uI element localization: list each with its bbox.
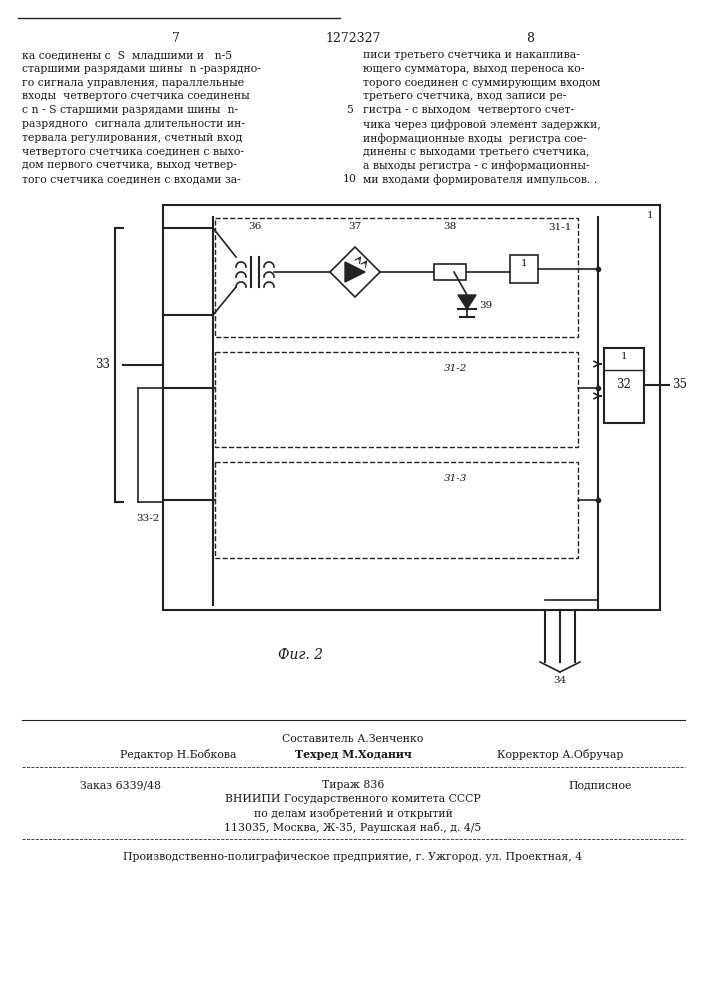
Text: информационные входы  регистра сое-: информационные входы регистра сое- [363, 133, 587, 144]
Text: третьего счетчика, вход записи ре-: третьего счетчика, вход записи ре- [363, 91, 566, 101]
Text: ка соединены с  S  младшими и   n-5: ка соединены с S младшими и n-5 [22, 50, 232, 60]
Text: Корректор А.Обручар: Корректор А.Обручар [497, 749, 623, 760]
Text: 31-1: 31-1 [549, 223, 572, 232]
Text: 1: 1 [621, 352, 627, 361]
Text: Техред М.Ходанич: Техред М.Ходанич [295, 749, 411, 760]
Text: ми входами формирователя импульсов. .: ми входами формирователя импульсов. . [363, 174, 597, 185]
Text: писи третьего счетчика и накаплива-: писи третьего счетчика и накаплива- [363, 50, 580, 60]
Text: 31-2: 31-2 [444, 364, 468, 373]
Text: Подписное: Подписное [568, 780, 631, 790]
Bar [215, 218, 578, 337]
Text: по делам изобретений и открытий: по делам изобретений и открытий [254, 808, 452, 819]
Text: Составитель А.Зенченко: Составитель А.Зенченко [282, 734, 423, 744]
Text: Редактор Н.Бобкова: Редактор Н.Бобкова [120, 749, 236, 760]
Text: 37: 37 [349, 222, 361, 231]
Bar [215, 352, 578, 447]
Text: 1272327: 1272327 [325, 32, 380, 45]
Text: гистра - с выходом  четвертого счет-: гистра - с выходом четвертого счет- [363, 105, 574, 115]
Bar [215, 462, 578, 558]
Text: 34: 34 [554, 676, 566, 685]
Text: Тираж 836: Тираж 836 [322, 780, 384, 790]
Text: а выходы регистра - с информационны-: а выходы регистра - с информационны- [363, 160, 590, 171]
Text: го сигнала управления, параллельные: го сигнала управления, параллельные [22, 78, 244, 88]
Polygon shape [345, 262, 365, 282]
Text: 1: 1 [647, 211, 653, 220]
Text: чика через цифровой элемент задержки,: чика через цифровой элемент задержки, [363, 119, 601, 130]
Bar [604, 348, 644, 423]
Text: тервала регулирования, счетный вход: тервала регулирования, счетный вход [22, 133, 243, 143]
Text: 39: 39 [479, 300, 492, 310]
Text: 1: 1 [520, 259, 527, 268]
Text: дом первого счетчика, выход четвер-: дом первого счетчика, выход четвер- [22, 160, 237, 170]
Text: ющего сумматора, выход переноса ко-: ющего сумматора, выход переноса ко- [363, 64, 585, 74]
Text: 36: 36 [248, 222, 262, 231]
Text: Фиг. 2: Фиг. 2 [278, 648, 322, 662]
Text: 35: 35 [672, 378, 687, 391]
Text: того счетчика соединен с входами за-: того счетчика соединен с входами за- [22, 174, 241, 184]
Bar [434, 264, 466, 280]
Text: 10: 10 [343, 174, 357, 184]
Text: 7: 7 [172, 32, 180, 45]
Polygon shape [458, 295, 476, 309]
Text: Заказ 6339/48: Заказ 6339/48 [80, 780, 161, 790]
Text: 113035, Москва, Ж-35, Раушская наб., д. 4/5: 113035, Москва, Ж-35, Раушская наб., д. … [224, 822, 481, 833]
Text: 8: 8 [526, 32, 534, 45]
Text: 31-3: 31-3 [444, 474, 468, 483]
Text: 38: 38 [443, 222, 457, 231]
Text: четвертого счетчика соединен с выхо-: четвертого счетчика соединен с выхо- [22, 147, 244, 157]
Bar [510, 255, 538, 283]
Text: 32: 32 [617, 378, 631, 391]
Text: Производственно-полиграфическое предприятие, г. Ужгород. ул. Проектная, 4: Производственно-полиграфическое предприя… [124, 851, 583, 862]
Text: входы  четвертого счетчика соединены: входы четвертого счетчика соединены [22, 91, 250, 101]
Text: 5: 5 [346, 105, 354, 115]
Text: 33-2: 33-2 [136, 514, 159, 523]
Text: динены с выходами третьего счетчика,: динены с выходами третьего счетчика, [363, 147, 590, 157]
Text: разрядного  сигнала длительности ин-: разрядного сигнала длительности ин- [22, 119, 245, 129]
Text: 33: 33 [95, 359, 110, 371]
Bar [163, 205, 660, 610]
Text: с n - S старшими разрядами шины  n-: с n - S старшими разрядами шины n- [22, 105, 238, 115]
Text: старшими разрядами шины  n -разрядно-: старшими разрядами шины n -разрядно- [22, 64, 261, 74]
Text: торого соединен с суммирующим входом: торого соединен с суммирующим входом [363, 78, 600, 88]
Text: ВНИИПИ Государственного комитета СССР: ВНИИПИ Государственного комитета СССР [225, 794, 481, 804]
